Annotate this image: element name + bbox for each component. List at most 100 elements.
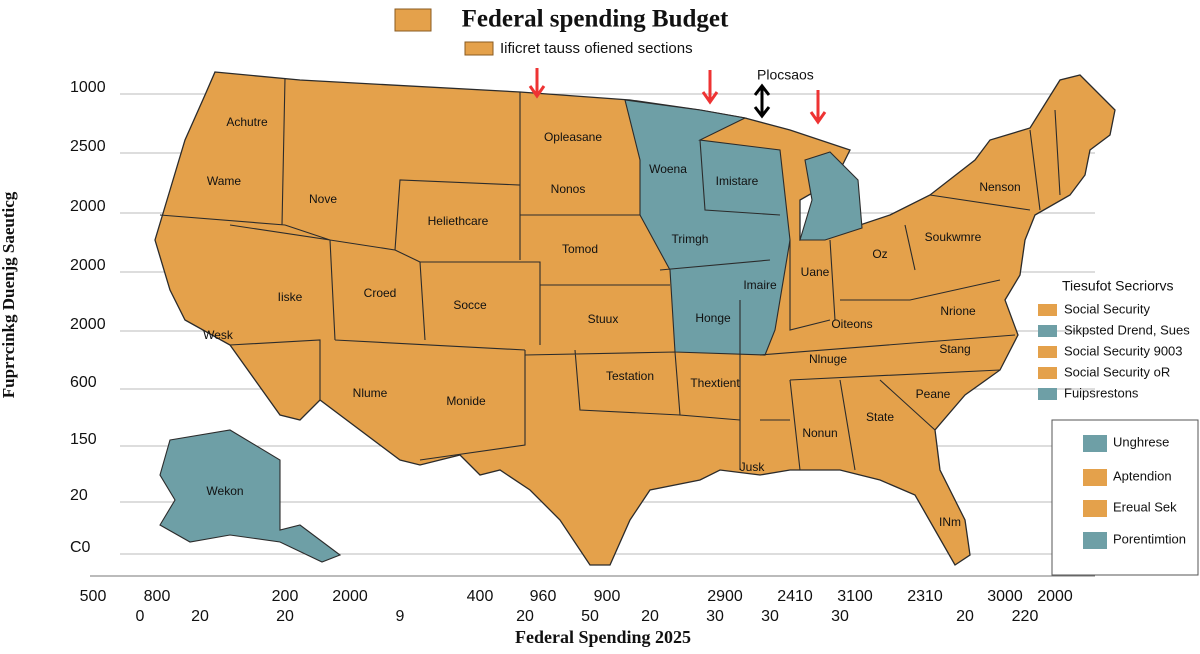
- region-label: Nenson: [979, 180, 1020, 194]
- region-label: Wekon: [206, 484, 243, 498]
- region-label: Uane: [801, 265, 830, 279]
- x-tick-label: 900: [594, 588, 621, 605]
- legend: Social Security Sikpsted Drend, Sues Socia…: [1038, 301, 1190, 400]
- x-tick-label: 30: [706, 608, 724, 625]
- teal-michigan: [799, 151, 863, 241]
- region-label: State: [866, 410, 894, 424]
- legend-label: Social Security: [1064, 301, 1150, 316]
- arrows: [528, 68, 827, 125]
- title-swatch: [394, 8, 432, 32]
- region-label: Iiske: [278, 290, 303, 304]
- legend-box: [1051, 419, 1199, 576]
- y-tick-label: 2500: [70, 138, 106, 155]
- region-label: Imistare: [716, 174, 759, 188]
- annotation: Plocsaos: [757, 67, 814, 83]
- region-label: Heliethcare: [428, 214, 489, 228]
- legend-swatch: [1083, 469, 1107, 486]
- x-tick-label: 20: [191, 608, 209, 625]
- region-label: Socce: [453, 298, 487, 312]
- legend-label: Fuipsrestons: [1064, 385, 1139, 400]
- state-borders: [159, 77, 1061, 471]
- region-label: Wesk: [203, 328, 234, 342]
- region-labels: Achutre Wame Nove Heliethcare Opleasane Woena…: [203, 115, 1021, 529]
- arrow: [809, 90, 827, 125]
- region-label: Wame: [207, 174, 242, 188]
- x-tick-label: 400: [467, 588, 494, 605]
- region-label: Jusk: [740, 460, 766, 474]
- title: Federal spending Budget: [462, 6, 729, 33]
- legend-label: Unghrese: [1113, 434, 1169, 449]
- y-tick-label: 1000: [70, 79, 106, 96]
- region-label: Oz: [872, 247, 887, 261]
- region-label: Nlume: [353, 386, 388, 400]
- legend-swatch: [1038, 367, 1057, 379]
- legend-label: Ereual Sek: [1113, 499, 1177, 514]
- x-tick-label: 20: [641, 608, 659, 625]
- region-label: Stang: [939, 342, 970, 356]
- region-label: Tomod: [562, 242, 598, 256]
- x-tick-label: 3100: [837, 588, 873, 605]
- x-tick-label: 500: [80, 588, 107, 605]
- legend-label: Sikpsted Drend, Sues: [1064, 322, 1190, 337]
- x-tick-label: 30: [831, 608, 849, 625]
- region-label: Imaire: [743, 278, 777, 292]
- subtitle: Iificret tauss ofiened sections: [500, 40, 693, 57]
- y-tick-label: 150: [70, 431, 97, 448]
- x-tick-label: 2410: [777, 588, 813, 605]
- region-label: Oiteons: [831, 317, 872, 331]
- y-tick-label: 2000: [70, 198, 106, 215]
- region-label: INm: [939, 515, 961, 529]
- region-label: Thextient: [690, 376, 740, 390]
- x-tick-label: 800: [144, 588, 171, 605]
- legend-label: Social Security 9003: [1064, 343, 1183, 358]
- arrow: [701, 70, 719, 105]
- x-tick-label: 2000: [332, 588, 368, 605]
- y-tick-label: 2000: [70, 316, 106, 333]
- region-label: Achutre: [226, 115, 268, 129]
- contiguous-us: [154, 71, 1116, 566]
- y-tick-label: 20: [70, 487, 88, 504]
- x-tick-label: 2000: [1037, 588, 1073, 605]
- x-tick-label: 20: [516, 608, 534, 625]
- x-tick-label: 9: [396, 608, 405, 625]
- region-label: Nlnuge: [809, 352, 847, 366]
- x-tick-label: 2310: [907, 588, 943, 605]
- region-label: Testation: [606, 369, 654, 383]
- region-label: Croed: [364, 286, 397, 300]
- legend-swatch: [1083, 500, 1107, 517]
- teal-alaska: [159, 429, 342, 563]
- x-axis-title: Federal Spending 2025: [515, 627, 691, 647]
- legend-swatch: [1038, 304, 1057, 316]
- region-label: Nonos: [551, 182, 586, 196]
- x-tick-label: 0: [136, 608, 145, 625]
- x-tick-label: 3000: [987, 588, 1023, 605]
- legend-swatch: [1038, 325, 1057, 337]
- region-label: Woena: [649, 162, 687, 176]
- legend-title: Tiesufot Secriorvs: [1062, 278, 1174, 294]
- y-axis-title: Fuprrcinkg Duenjg Saeuticg: [0, 191, 18, 398]
- x-tick-label: 220: [1012, 608, 1039, 625]
- region-label: Nonun: [802, 426, 837, 440]
- arrow: [528, 68, 546, 99]
- x-tick-label: 30: [761, 608, 779, 625]
- region-label: Stuux: [588, 312, 619, 326]
- y-tick-label: C0: [70, 539, 91, 556]
- legend-swatch: [1083, 435, 1107, 452]
- arrow: [753, 83, 771, 119]
- region-label: Trimgh: [672, 232, 709, 246]
- region-label: Opleasane: [544, 130, 602, 144]
- y-tick-label: 600: [70, 374, 97, 391]
- legend-label: Social Security oR: [1064, 364, 1170, 379]
- region-label: Monide: [446, 394, 486, 408]
- region-label: Nove: [309, 192, 337, 206]
- x-tick-label: 20: [276, 608, 294, 625]
- subtitle-swatch: [464, 41, 494, 56]
- region-label: Peane: [916, 387, 951, 401]
- region-label: Soukwmre: [925, 230, 982, 244]
- legend-swatch: [1038, 388, 1057, 400]
- region-label: Honge: [695, 311, 731, 325]
- x-tick-label: 20: [956, 608, 974, 625]
- legend-label: Porentimtion: [1113, 531, 1186, 546]
